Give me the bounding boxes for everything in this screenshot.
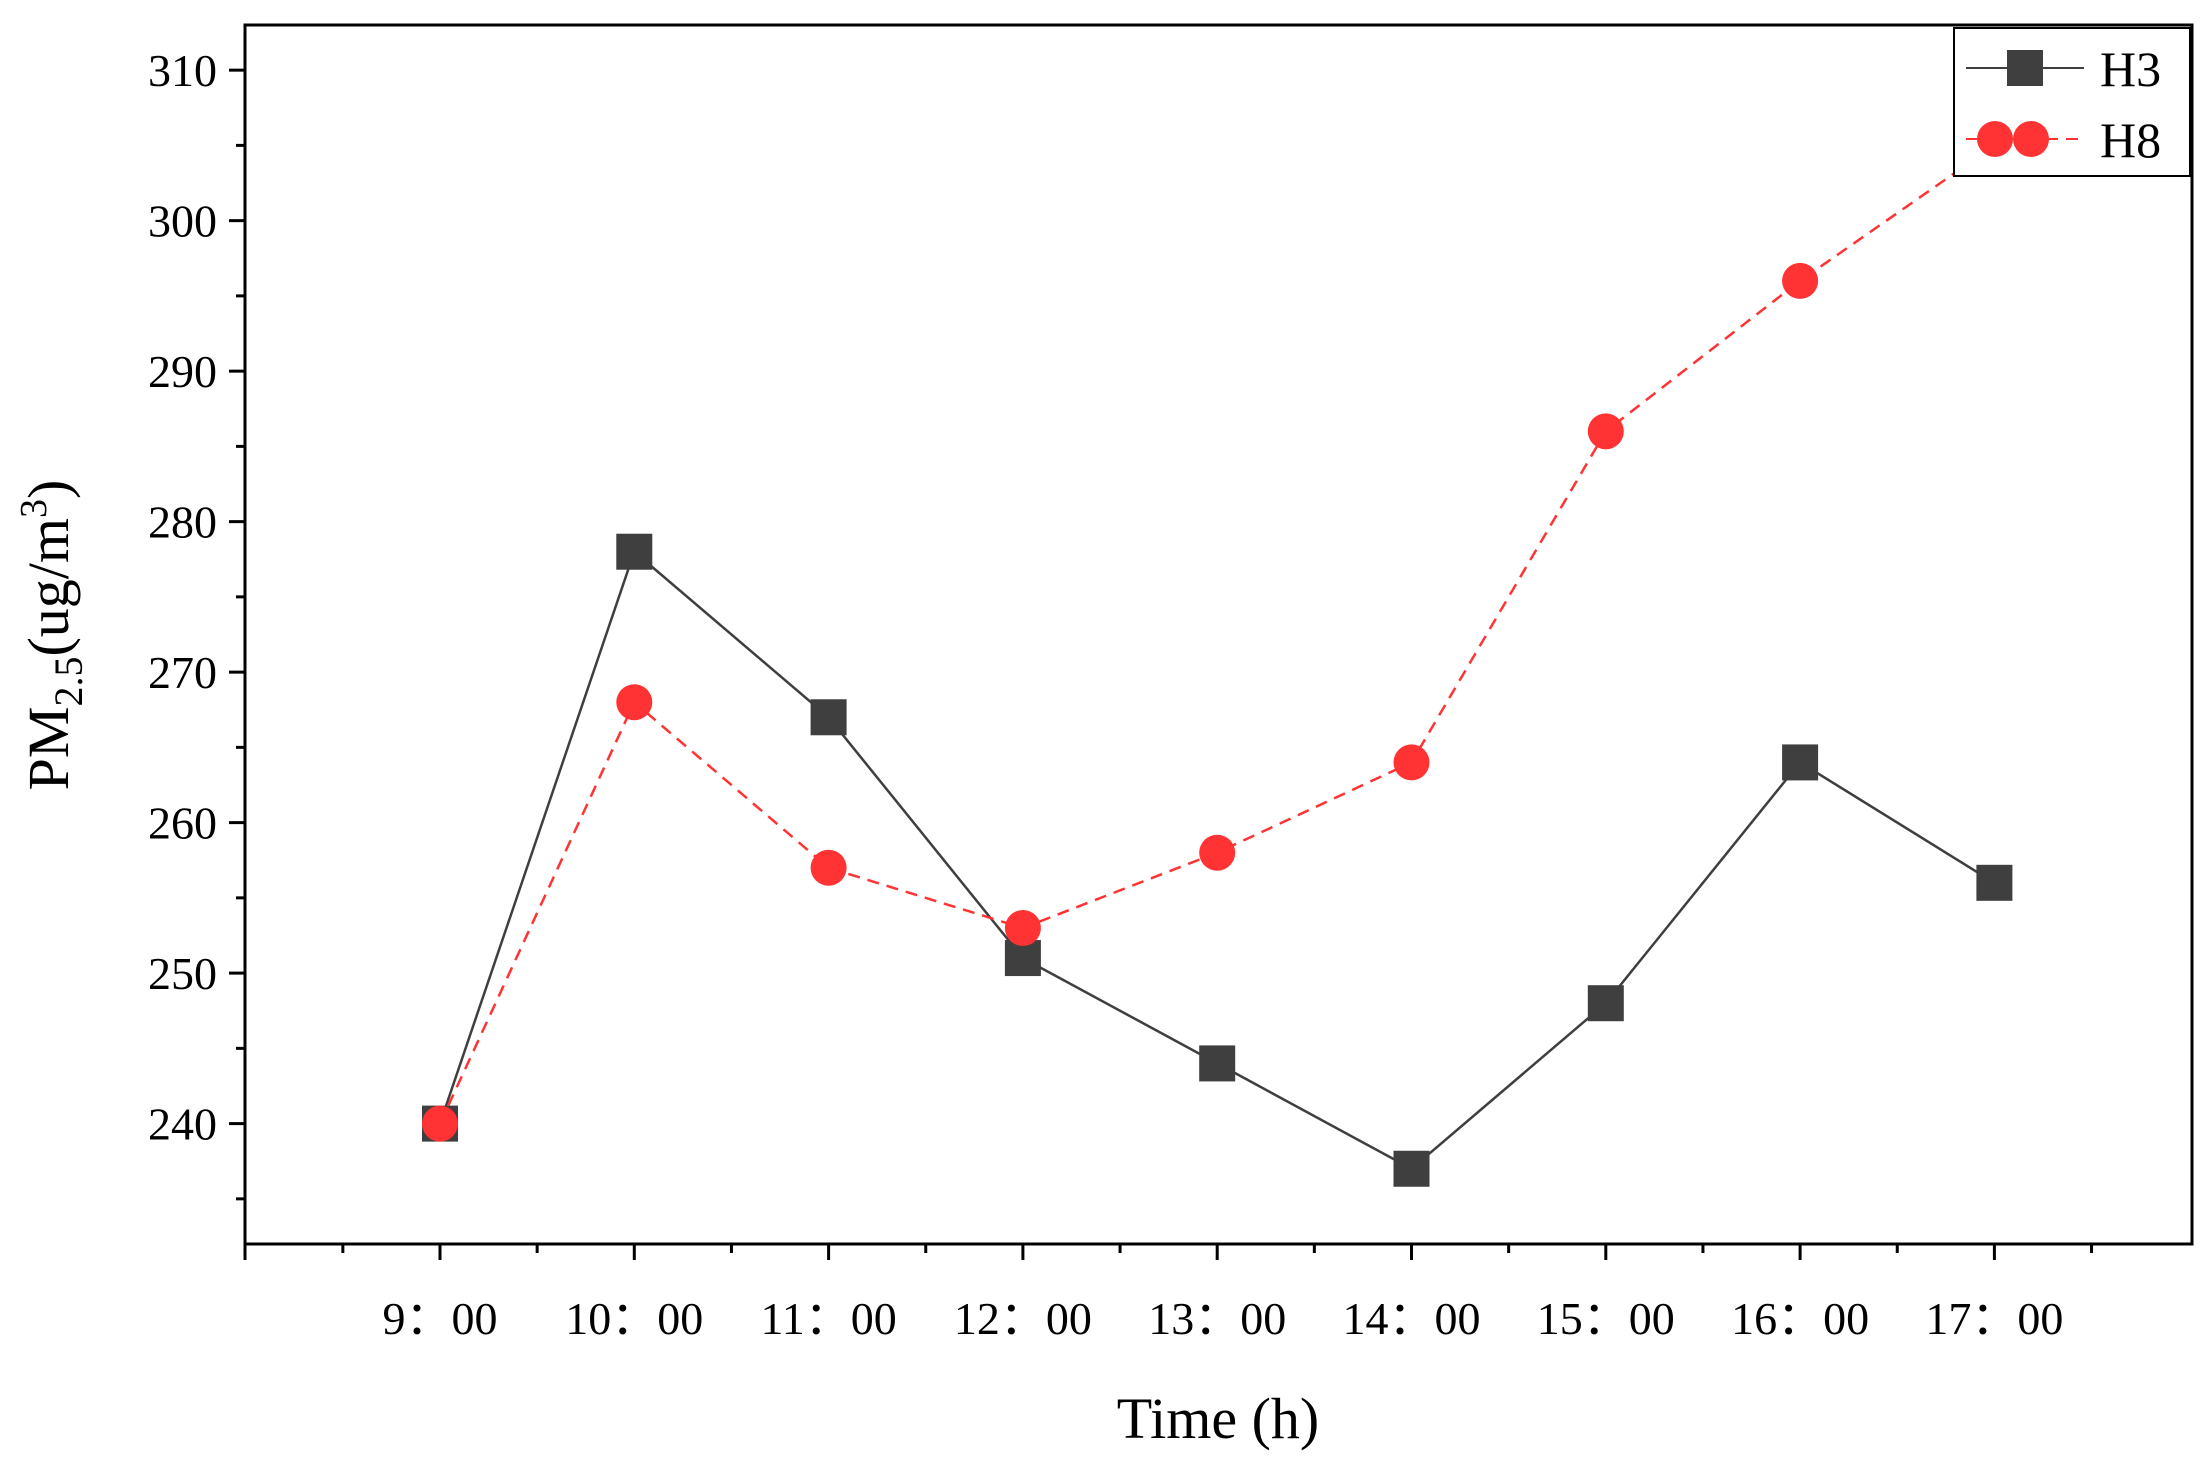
series-h8-line <box>438 144 1996 1125</box>
legend-h8-label: H8 <box>2100 112 2161 168</box>
series-h8-point-1 <box>616 684 653 721</box>
y-tick-label-300: 300 <box>148 196 217 247</box>
series-h3-point-2 <box>810 699 847 736</box>
series-h3-point-5 <box>1393 1150 1430 1187</box>
y-tick-label-280: 280 <box>148 497 217 548</box>
x-tick-label-2: 11：00 <box>760 1293 896 1344</box>
series-h8-point-7 <box>1782 262 1819 299</box>
y-axis-title-base: PM <box>16 707 81 791</box>
legend: H3 H8 <box>1953 27 2191 177</box>
y-tick-label-260: 260 <box>148 798 217 849</box>
y-tick-label-290: 290 <box>148 346 217 397</box>
x-tick-label-4: 13：00 <box>1148 1293 1286 1344</box>
series-h8-point-4 <box>1199 834 1236 871</box>
y-axis-title-group: PM2.5(ug/m3) <box>13 480 91 791</box>
y-axis-title-unit-suffix: ) <box>16 480 81 499</box>
series-h8-point-5 <box>1393 744 1430 781</box>
y-axis-title-subscript: 2.5 <box>46 657 91 707</box>
legend-h8-marker-2 <box>2013 121 2049 157</box>
series-h3-point-3 <box>1004 940 1041 977</box>
x-axis-ticks: 9：00 10：00 11：00 12：00 13：00 14：00 15：00 16：00 1… <box>243 1244 2094 1344</box>
series-h3-point-4 <box>1199 1045 1236 1082</box>
x-tick-label-1: 10：00 <box>565 1293 703 1344</box>
series-h8-point-3 <box>1004 909 1041 946</box>
series-h8-point-2 <box>810 849 847 886</box>
series-h3-point-8 <box>1976 864 2013 901</box>
y-tick-label-270: 270 <box>148 647 217 698</box>
series-layer <box>422 127 2013 1187</box>
y-tick-label-250: 250 <box>148 948 217 999</box>
legend-h3-label: H3 <box>2100 41 2161 97</box>
series-h3-point-6 <box>1587 985 1624 1022</box>
series-h8-point-0 <box>422 1105 458 1142</box>
x-tick-label-0: 9：00 <box>383 1293 498 1344</box>
y-tick-label-240: 240 <box>148 1099 217 1150</box>
x-tick-label-5: 14：00 <box>1343 1293 1481 1344</box>
x-axis-title: Time (h) <box>1117 1386 1320 1451</box>
y-tick-label-310: 310 <box>148 45 217 96</box>
x-tick-label-7: 16：00 <box>1731 1293 1869 1344</box>
y-axis-title-unit-superscript: 3 <box>13 499 55 518</box>
series-h3-point-7 <box>1782 744 1819 781</box>
legend-h8-marker-1 <box>1977 121 2013 157</box>
x-tick-label-3: 12：00 <box>954 1293 1092 1344</box>
y-axis-title-unit-prefix: (ug/m <box>16 518 81 657</box>
series-h3-point-1 <box>616 533 653 570</box>
x-axis-title-group: Time (h) <box>1117 1386 1320 1451</box>
series-h8-point-6 <box>1587 413 1624 450</box>
y-axis-title: PM2.5(ug/m3) <box>13 480 91 791</box>
x-tick-label-6: 15：00 <box>1537 1293 1675 1344</box>
x-tick-label-8: 17：00 <box>1925 1293 2063 1344</box>
legend-h3-marker <box>2007 50 2043 86</box>
y-axis-ticks: 240 250 260 270 280 290 300 310 <box>148 45 245 1201</box>
